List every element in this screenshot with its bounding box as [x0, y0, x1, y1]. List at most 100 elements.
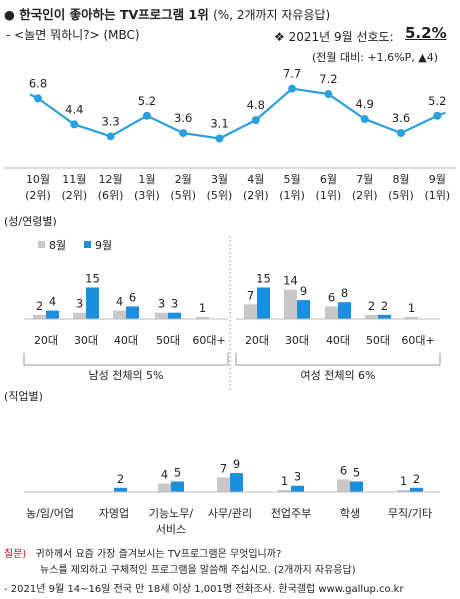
month-label: 4월 [247, 173, 264, 186]
title-note: (%, 2개까지 자유응답) [213, 8, 331, 22]
trend-value-label: 6.8 [29, 76, 47, 90]
trend-value-label: 7.7 [283, 67, 301, 81]
trend-point [106, 132, 115, 141]
male-value-aug: 3 [76, 297, 83, 311]
occupation-value-aug: 4 [161, 468, 168, 482]
preference-change: (전월 대비: +1.6%P, ▲4) [312, 51, 439, 64]
male-value-aug: 2 [36, 299, 43, 313]
occupation-value-aug: 7 [220, 461, 227, 475]
female-bar-sep [378, 314, 391, 319]
female-bar-aug [365, 314, 378, 319]
trend-value-label: 4.4 [65, 102, 83, 116]
trend-value-label: 3.1 [210, 117, 228, 131]
female-category-label: 20대 [245, 334, 269, 347]
title-bullet: ● [4, 7, 15, 22]
rank-label: (2위) [352, 189, 378, 202]
occupation-value-sep: 5 [174, 466, 181, 480]
female-bar-sep [257, 287, 270, 319]
question-line-2: 뉴스를 제외하고 구체적인 프로그램을 말씀해 주십시오. (2개까지 자유응답… [40, 565, 356, 576]
female-value-aug: 1 [408, 301, 415, 315]
female-value-aug: 7 [247, 288, 254, 302]
trend-value-label: 4.9 [356, 97, 374, 111]
male-bar-aug [155, 312, 168, 319]
female-bar-aug [325, 306, 338, 319]
female-value-sep: 2 [381, 299, 388, 313]
female-group-label: 여성 전체의 6% [300, 369, 375, 382]
trend-point [142, 111, 151, 120]
female-bar-aug [405, 316, 418, 319]
month-label: 9월 [429, 173, 446, 186]
trend-value-label: 3.6 [392, 111, 410, 125]
rank-label: (6위) [98, 189, 124, 202]
rank-label: (1위) [316, 189, 342, 202]
male-value-aug: 1 [199, 301, 206, 315]
legend-swatch-sep [84, 241, 91, 248]
trend-point [397, 129, 405, 138]
trend-value-label: 3.6 [174, 111, 192, 125]
rank-label: (1위) [279, 189, 305, 202]
occupation-category-label: 서비스 [156, 523, 186, 536]
title-text: 한국인이 좋아하는 TV프로그램 1위 [19, 7, 209, 22]
month-label: 6월 [320, 173, 337, 186]
month-label: 12월 [99, 173, 123, 186]
section-label-occupation: (직업별) [4, 390, 43, 403]
female-bar-sep [338, 302, 351, 319]
rank-label: (2위) [243, 189, 269, 202]
occupation-value-aug: 6 [340, 463, 347, 477]
male-value-aug: 4 [116, 295, 123, 309]
section-label-gender-age: (성/연령별) [4, 215, 57, 228]
female-value-aug: 14 [283, 274, 298, 288]
occupation-bar-sep [410, 487, 423, 492]
legend-swatch-aug [38, 241, 45, 248]
month-label: 7월 [356, 173, 373, 186]
occupation-category-label: 기능노무/ [149, 507, 193, 520]
occupation-value-sep: 2 [117, 472, 124, 486]
male-category-label: 20대 [34, 334, 58, 347]
male-category-label: 60대+ [192, 334, 225, 347]
female-value-aug: 6 [328, 290, 335, 304]
occupation-value-sep: 5 [353, 466, 360, 480]
male-bar-aug [196, 316, 209, 319]
question-line-1: 귀하께서 요즘 가장 즐겨보시는 TV프로그램은 무엇입니까? [35, 549, 282, 560]
occupation-bar-sep [114, 487, 127, 492]
occupation-value-aug: 1 [400, 474, 407, 488]
rank-label: (5위) [170, 189, 196, 202]
trend-point [70, 120, 79, 129]
program-name: - <놀면 뭐하니?> (MBC) [6, 28, 140, 42]
question-block: 질문) 귀하께서 요즘 가장 즐겨보시는 TV프로그램은 무엇입니까? [4, 545, 281, 560]
male-bar-aug [73, 312, 86, 319]
male-value-sep: 3 [171, 297, 178, 311]
male-value-sep: 6 [129, 290, 136, 304]
month-label: 2월 [175, 173, 192, 186]
occupation-category-label: 학생 [340, 507, 360, 520]
female-category-label: 40대 [326, 334, 350, 347]
trend-point [324, 90, 333, 99]
trend-point [433, 111, 442, 120]
female-bar-aug [284, 289, 297, 319]
female-category-label: 50대 [366, 334, 390, 347]
trend-point [34, 94, 42, 103]
female-bar-aug [244, 304, 257, 319]
legend-label-aug: 8월 [49, 239, 66, 252]
female-bar-sep [297, 300, 310, 319]
rank-label: (5위) [207, 189, 233, 202]
male-bar-aug [113, 310, 126, 319]
occupation-value-aug: 1 [281, 474, 288, 488]
month-label: 5월 [284, 173, 301, 186]
occupation-category-label: 사무/관리 [208, 507, 252, 520]
trend-point [251, 116, 260, 125]
male-bar-sep [86, 287, 99, 319]
preference-label: ❖ 2021년 9월 선호도: [274, 30, 394, 44]
male-group-label: 남성 전체의 5% [88, 369, 163, 382]
occupation-bar-aug [337, 479, 350, 492]
occupation-bar-aug [278, 489, 291, 492]
trend-value-label: 3.3 [101, 114, 119, 128]
male-category-label: 50대 [156, 334, 180, 347]
male-bar-sep [126, 306, 139, 319]
rank-label: (2위) [61, 189, 87, 202]
occupation-value-sep: 2 [413, 472, 420, 486]
rank-label: (3위) [134, 189, 160, 202]
occupation-category-label: 무직/기타 [388, 507, 432, 520]
female-value-sep: 15 [256, 272, 271, 286]
trend-value-label: 5.2 [428, 94, 446, 108]
